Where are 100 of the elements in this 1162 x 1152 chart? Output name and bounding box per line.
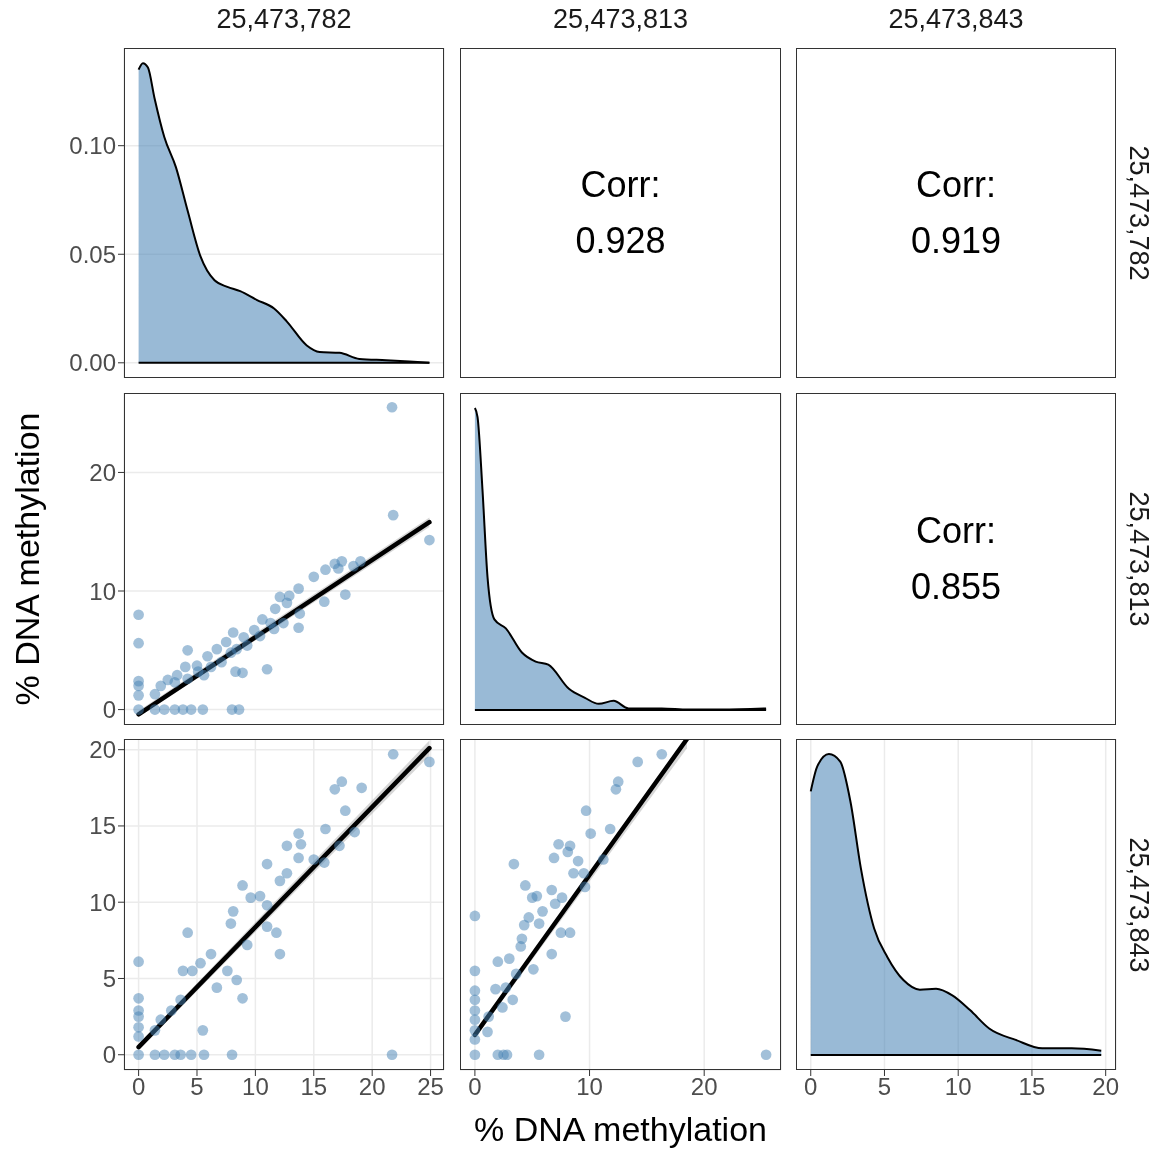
point (149, 1025, 161, 1036)
point (469, 965, 481, 977)
point (133, 1031, 144, 1042)
point (469, 1034, 481, 1045)
point (231, 974, 243, 986)
point (560, 1011, 571, 1022)
y-tick-label: 10 (89, 888, 116, 916)
point (490, 983, 501, 995)
point (271, 927, 282, 939)
point (556, 892, 568, 903)
point (356, 782, 368, 794)
point (222, 965, 233, 977)
point (501, 1049, 513, 1061)
y-tick-label: 15 (89, 812, 116, 840)
point (469, 985, 481, 997)
point (580, 805, 592, 817)
point (177, 965, 189, 977)
point (469, 1049, 481, 1061)
point (572, 855, 584, 867)
point (515, 941, 527, 952)
point (610, 783, 622, 795)
point (387, 748, 399, 760)
point (760, 1049, 772, 1061)
point (656, 748, 668, 760)
point (503, 953, 515, 964)
point (308, 854, 320, 865)
point (562, 846, 574, 858)
y-tick-label: 10 (89, 577, 116, 605)
point (274, 948, 286, 960)
point (175, 1049, 186, 1061)
point (165, 1005, 177, 1016)
point (497, 1002, 508, 1013)
point (195, 957, 206, 969)
y-axis-title: % DNA methylation (8, 411, 47, 708)
point (518, 919, 530, 931)
point (197, 1025, 209, 1036)
point (133, 1049, 144, 1061)
point (553, 838, 564, 850)
point (533, 1049, 545, 1061)
point (469, 994, 481, 1006)
point (548, 852, 560, 864)
point (211, 982, 223, 993)
x-tick-label: 20 (690, 1073, 718, 1101)
x-tick-label: 0 (804, 1073, 818, 1101)
point (158, 1049, 170, 1061)
point (483, 1011, 495, 1022)
point (261, 858, 273, 870)
point (329, 783, 341, 795)
point (237, 880, 248, 891)
point (320, 823, 331, 835)
point (254, 890, 266, 902)
point (226, 1049, 238, 1061)
point (482, 1026, 493, 1038)
point (205, 948, 217, 960)
point (523, 912, 535, 923)
x-tick-label: 5 (877, 1073, 892, 1101)
point (549, 898, 561, 910)
point (133, 1021, 144, 1033)
point (508, 858, 520, 870)
point (281, 840, 293, 852)
point (469, 910, 481, 922)
point (528, 963, 539, 975)
point (469, 1005, 481, 1016)
point (133, 1011, 144, 1022)
point (469, 1025, 481, 1036)
text: Corr: (916, 509, 996, 553)
point (281, 867, 293, 879)
point (537, 906, 548, 917)
point (507, 994, 519, 1006)
point (519, 880, 531, 891)
point (237, 992, 248, 1004)
y-tick-label: 5 (102, 965, 116, 992)
point (293, 852, 304, 864)
point (555, 927, 567, 939)
x-tick-label: 10 (242, 1073, 269, 1101)
point (182, 927, 193, 939)
point (578, 867, 590, 879)
point (198, 1049, 210, 1061)
x-tick-label: 15 (300, 1073, 328, 1101)
point (579, 881, 591, 893)
point (510, 968, 522, 980)
point (133, 956, 144, 968)
point (155, 1014, 167, 1026)
y-tick-label: 0 (102, 696, 116, 724)
text: 0.855 (910, 565, 1002, 609)
point (293, 828, 304, 839)
point (526, 892, 538, 903)
text: 0.919 (910, 219, 1002, 263)
point (533, 918, 545, 929)
text: Corr: (580, 163, 661, 207)
point (424, 756, 435, 768)
x-tick-label: 20 (1092, 1073, 1120, 1101)
y2-axis-title: 25,473,843 (1123, 835, 1154, 975)
point (492, 956, 504, 968)
point (227, 906, 239, 917)
text: 25,473,843 (887, 4, 1025, 35)
y-tick-label: 0.05 (69, 240, 116, 268)
y-tick-label: 0.00 (69, 349, 116, 377)
point (632, 756, 644, 768)
point (225, 918, 237, 929)
